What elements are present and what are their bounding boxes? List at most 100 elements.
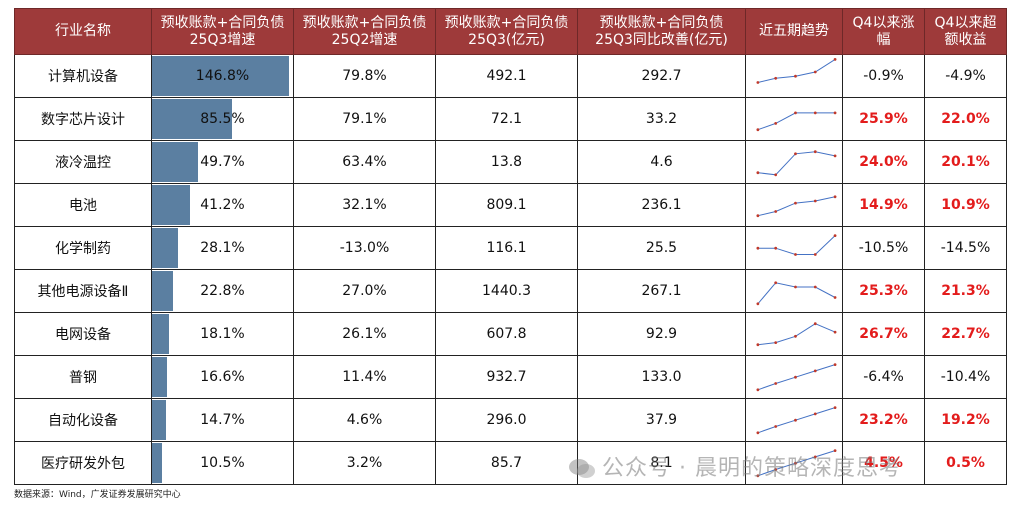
trend-sparkline-cell [745,269,843,313]
growth-25q2-value: -13.0% [293,226,436,270]
trend-point [833,111,837,115]
q4-change-value: 26.7% [842,312,925,356]
yoy-improvement-value: 267.1 [577,269,746,313]
table-row: 自动化设备 14.7% 4.6% 296.0 37.9 23.2% 19.2% [14,398,1007,442]
growth-25q2-value: 63.4% [293,140,436,184]
trend-point [756,388,760,392]
trend-line [757,112,836,131]
growth-25q3-value: 85.5% [200,111,245,127]
trend-point [774,76,778,80]
trend-point [813,369,817,373]
trend-point [813,455,817,459]
growth-25q3-value: 22.8% [200,283,245,299]
trend-point [774,468,778,471]
amount-25q3-value: 85.7 [435,441,578,485]
trend-point [756,474,760,478]
trend-point [774,210,778,213]
trend-point [756,343,760,347]
amount-25q3-value: 607.8 [435,312,578,356]
trend-line [757,151,836,176]
trend-point [794,375,797,379]
trend-point [794,418,797,422]
industry-table: 行业名称 预收账款+合同负债 25Q3增速 预收账款+合同负债 25Q2增速 预… [14,8,1007,485]
growth-25q3-value: 10.5% [200,455,245,471]
trend-point [813,412,817,416]
trend-point [813,70,817,74]
header-growth-25q3: 预收账款+合同负债 25Q3增速 [151,8,294,55]
growth-25q3-cell: 41.2% [151,183,294,227]
trend-sparkline-cell [745,183,843,227]
growth-25q3-value: 146.8% [195,68,250,84]
amount-25q3-value: 1440.3 [435,269,578,313]
yoy-improvement-value: 92.9 [577,312,746,356]
growth-25q3-value: 16.6% [200,369,245,385]
q4-excess-value: -14.5% [924,226,1007,270]
q4-excess-value: -4.9% [924,54,1007,98]
trend-point [813,150,817,154]
trend-point [794,253,797,256]
growth-25q2-value: 79.8% [293,54,436,98]
trend-point [774,281,778,285]
amount-25q3-value: 296.0 [435,398,578,442]
trend-point [794,285,797,289]
table-row: 液冷温控 49.7% 63.4% 13.8 4.6 24.0% 20.1% [14,140,1007,184]
amount-25q3-value: 13.8 [435,140,578,184]
trend-point [774,341,778,344]
trend-sparkline-cell [745,398,843,442]
yoy-improvement-value: 292.7 [577,54,746,98]
industry-name: 电网设备 [14,312,152,356]
trend-sparkline-cell [745,140,843,184]
trend-sparkline-cell [745,54,843,98]
trend-point [813,199,817,203]
yoy-improvement-value: 25.5 [577,226,746,270]
yoy-improvement-value: 4.6 [577,140,746,184]
trend-point [833,234,837,237]
trend-point [774,382,778,385]
trend-point [813,111,817,115]
trend-sparkline [756,150,837,177]
growth-25q3-cell: 22.8% [151,269,294,313]
growth-25q3-value: 41.2% [200,197,245,213]
q4-excess-value: -10.4% [924,355,1007,399]
table-row: 电网设备 18.1% 26.1% 607.8 92.9 26.7% 22.7% [14,312,1007,356]
header-q4-excess: Q4以来超 额收益 [924,8,1007,55]
growth-25q2-value: 11.4% [293,355,436,399]
trend-point [794,461,797,465]
trend-point [794,201,797,205]
industry-name: 计算机设备 [14,54,152,98]
amount-25q3-value: 116.1 [435,226,578,270]
trend-sparkline [756,111,837,132]
trend-line [757,58,836,83]
yoy-improvement-value: 133.0 [577,355,746,399]
trend-point [756,81,760,84]
growth-25q2-value: 79.1% [293,97,436,141]
trend-point [774,246,778,250]
amount-25q3-value: 809.1 [435,183,578,227]
industry-name: 液冷温控 [14,140,152,184]
growth-bar [152,228,179,268]
growth-25q3-value: 28.1% [200,240,245,256]
q4-change-value: -6.4% [842,355,925,399]
table-row: 其他电源设备Ⅱ 22.8% 27.0% 1440.3 267.1 25.3% 21.3% [14,269,1007,313]
trend-point [756,302,760,306]
growth-25q3-cell: 10.5% [151,441,294,485]
table-row: 医疗研发外包 10.5% 3.2% 85.7 8.1 4.5% 0.5% [14,441,1007,485]
yoy-improvement-value: 236.1 [577,183,746,227]
growth-25q2-value: 3.2% [293,441,436,485]
trend-point [794,74,797,78]
trend-sparkline [756,281,837,306]
q4-change-value: 4.5% [842,441,925,485]
growth-25q3-cell: 16.6% [151,355,294,399]
header-industry: 行业名称 [14,8,152,55]
industry-name: 其他电源设备Ⅱ [14,269,152,313]
growth-25q3-cell: 14.7% [151,398,294,442]
trend-sparkline-cell [745,355,843,399]
trend-sparkline [756,58,837,84]
trend-sparkline [756,406,837,435]
trend-line [757,282,836,305]
header-yoy-improvement: 预收账款+合同负债 25Q3同比改善(亿元) [577,8,746,55]
table-row: 数字芯片设计 85.5% 79.1% 72.1 33.2 25.9% 22.0% [14,97,1007,141]
trend-point [756,128,760,132]
q4-change-value: 23.2% [842,398,925,442]
q4-change-value: -0.9% [842,54,925,98]
